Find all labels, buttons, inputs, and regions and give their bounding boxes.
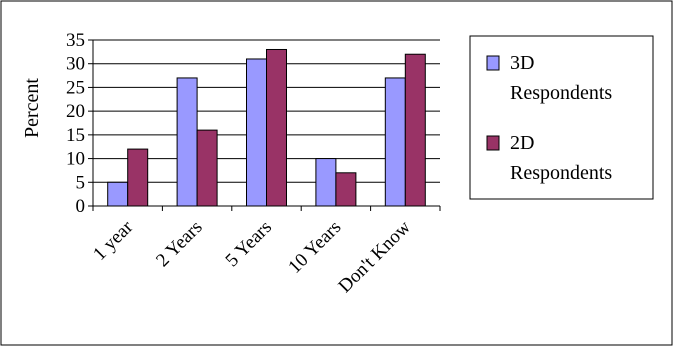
bar-2d-0 xyxy=(127,148,149,207)
y-tick-label: 20 xyxy=(66,101,85,122)
bar-3d-0 xyxy=(107,181,129,207)
bar-2d-3 xyxy=(335,172,357,207)
legend-label: 3D Respondents xyxy=(510,52,612,104)
legend-swatch xyxy=(486,55,500,71)
y-tick-label: 5 xyxy=(76,172,86,193)
bar-3d-2 xyxy=(246,58,267,207)
bar-2d-4 xyxy=(404,53,426,207)
legend-swatch xyxy=(486,135,500,151)
legend-box xyxy=(469,35,654,200)
y-tick-label: 25 xyxy=(66,77,85,98)
bar-3d-1 xyxy=(176,77,198,207)
bar-2d-2 xyxy=(266,48,287,207)
legend-label: 2D Respondents xyxy=(510,132,612,184)
y-tick-label: 30 xyxy=(66,54,85,75)
y-tick-label: 0 xyxy=(76,196,86,217)
y-tick-label: 35 xyxy=(66,30,85,51)
bar-2d-1 xyxy=(196,129,218,207)
bar-3d-4 xyxy=(384,77,406,207)
legend: 3D Respondents 2D Respondents xyxy=(469,35,654,200)
y-tick-label: 15 xyxy=(66,125,85,146)
bar-3d-3 xyxy=(315,158,337,207)
y-tick-label: 10 xyxy=(66,149,85,170)
y-axis-title: Percent xyxy=(21,78,43,138)
bars xyxy=(107,48,426,207)
